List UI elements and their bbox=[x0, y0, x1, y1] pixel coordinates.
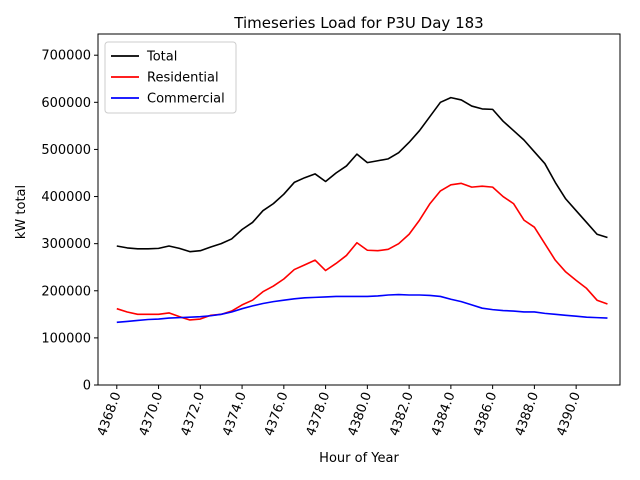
y-tick-label: 400000 bbox=[41, 190, 91, 205]
legend-label-total: Total bbox=[146, 50, 177, 65]
series-line-residential bbox=[116, 182, 608, 321]
y-tick-label: 0 bbox=[83, 379, 91, 394]
y-tick-label: 300000 bbox=[41, 237, 91, 252]
series-layer bbox=[116, 96, 608, 324]
axes-frame bbox=[97, 33, 621, 386]
y-tick-label: 600000 bbox=[41, 96, 91, 111]
x-axis-label: Hour of Year bbox=[319, 451, 399, 466]
legend-label-commercial: Commercial bbox=[147, 92, 225, 107]
series-line-total bbox=[116, 96, 608, 253]
chart-title: Timeseries Load for P3U Day 183 bbox=[233, 14, 483, 32]
y-tick-label: 500000 bbox=[41, 143, 91, 158]
y-tick-label: 200000 bbox=[41, 284, 91, 299]
series-line-commercial bbox=[116, 293, 608, 324]
legend-label-residential: Residential bbox=[147, 71, 219, 86]
legend-box bbox=[104, 41, 237, 114]
y-tick-label: 700000 bbox=[41, 49, 91, 64]
legend: Total Residential Commercial bbox=[104, 41, 237, 114]
y-axis-label: kW total bbox=[14, 185, 29, 239]
y-tick-label: 100000 bbox=[41, 331, 91, 346]
